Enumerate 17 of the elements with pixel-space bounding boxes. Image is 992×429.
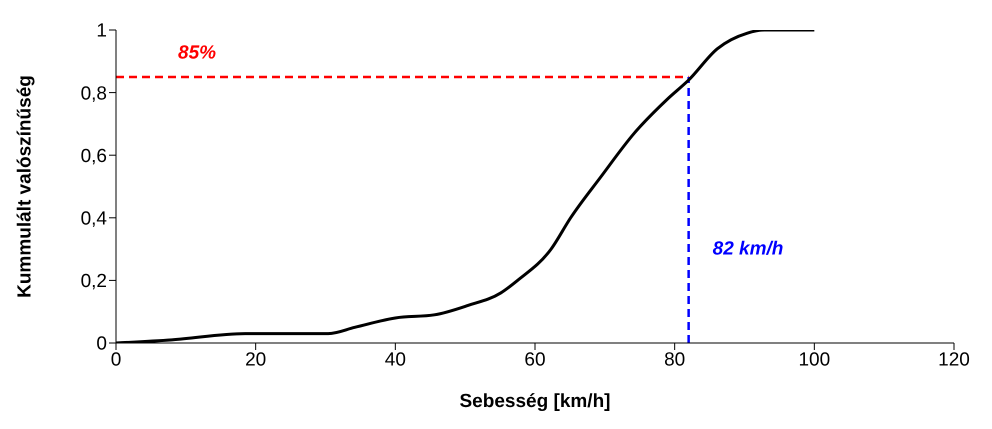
x-tick-label: 40 bbox=[384, 349, 406, 370]
x-tick-label: 60 bbox=[524, 349, 546, 370]
y-axis-title: Kummulált valószínűség bbox=[14, 75, 36, 298]
x-tick-label: 20 bbox=[245, 349, 266, 370]
x-tick-label: 120 bbox=[938, 349, 970, 370]
ref-line-label: 82 km/h bbox=[712, 238, 784, 260]
y-tick-label: 0 bbox=[96, 334, 107, 355]
y-tick-label: 1 bbox=[96, 20, 107, 42]
y-tick-label: 0,8 bbox=[80, 83, 107, 104]
x-tick-label: 100 bbox=[798, 349, 830, 370]
x-tick-label: 80 bbox=[664, 349, 686, 370]
y-tick-label: 0,6 bbox=[80, 146, 107, 167]
y-tick-label: 0,2 bbox=[80, 271, 107, 292]
ref-line-label: 85% bbox=[178, 42, 216, 64]
x-axis-title: Sebesség [km/h] bbox=[460, 391, 610, 412]
x-tick-label: 0 bbox=[110, 349, 122, 370]
y-tick-label: 0,4 bbox=[80, 208, 108, 230]
